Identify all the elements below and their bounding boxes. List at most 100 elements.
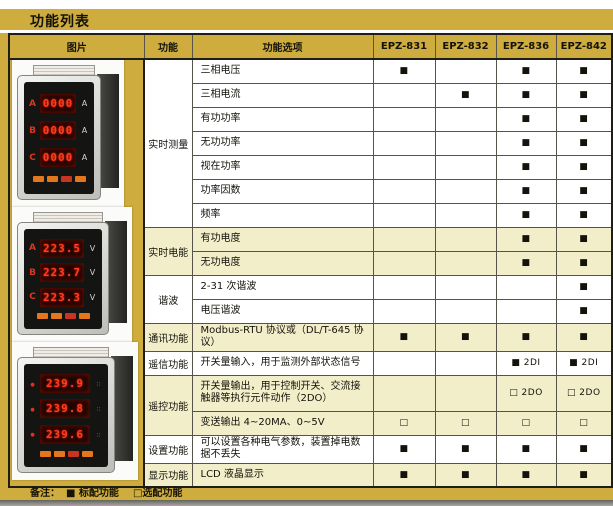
meter-display-row: 239.8 (28, 399, 104, 419)
feature-mark-cell: ■ (555, 130, 613, 156)
unit-label: V (89, 268, 96, 278)
table-row: 实时电能 有功电度 ■ ■ (9, 226, 613, 276)
feature-mark-cell: ■ (555, 434, 613, 464)
feature-mark-cell: ■ (372, 58, 436, 84)
feature-mark-cell: ■ (434, 434, 497, 464)
header-epz-832: EPZ-832 (434, 33, 497, 60)
feature-mark-cell (434, 58, 497, 84)
feature-mark-cell: ■ 2DI (555, 350, 613, 376)
feature-mark-cell: ■ (434, 462, 497, 488)
meter-display: 223.3 (40, 287, 84, 307)
meter-button (32, 176, 44, 182)
function-option-cell: 无功电度 (191, 250, 374, 276)
panel-meter: A 223.5 V B 223.7 V C 223.3 V (17, 212, 127, 335)
footnote: 备注： ■ 标配功能 □选配功能 (30, 484, 182, 499)
page-edge-shadow (0, 500, 613, 506)
meter-photos: A 0000 A B 0000 A C 0000 A A 223.5 V B 223.7 V C 223.3 V 2… (10, 60, 142, 486)
feature-mark-cell: ■ (495, 106, 557, 132)
meter-face: A 223.5 V B 223.7 V C 223.3 V (24, 229, 102, 329)
feature-mark-cell (372, 82, 436, 108)
feature-mark-cell (372, 374, 436, 412)
feature-mark-cell: ■ (495, 58, 557, 84)
top-margin (0, 0, 613, 9)
function-group-cell: 谐波 (143, 274, 193, 324)
phase-label: A (29, 98, 36, 109)
function-group-cell: 显示功能 (143, 462, 193, 488)
meter-photo: A 223.5 V B 223.7 V C 223.3 V (12, 207, 132, 342)
feature-mark-cell: □ (372, 410, 436, 436)
feature-mark-cell: ■ (372, 462, 436, 488)
meter-display-row: C 0000 A (28, 148, 90, 167)
function-option-cell: 变送输出 4~20MA、0~5V (191, 410, 374, 436)
meter-buttons (28, 450, 104, 457)
feature-mark-cell: ■ (555, 226, 613, 252)
feature-mark-cell: ■ (495, 82, 557, 108)
feature-mark-cell: ■ (372, 322, 436, 352)
meter-button (60, 176, 72, 182)
unit-label: A (81, 153, 88, 162)
table-row: 电压谐波 ■ (9, 298, 613, 324)
meter-display-row: 239.6 (28, 424, 104, 444)
feature-mark-cell: ■ (495, 202, 557, 228)
meter-display: 0000 (40, 121, 76, 140)
header-function: 功能 (143, 33, 193, 60)
table-row: 无功电度 ■ ■ (9, 250, 613, 276)
table-row: 谐波 2-31 次谐波 ■ (9, 274, 613, 324)
function-option-cell: 开关量输出，用于控制开关、交流接触器等执行元件动作（2DO） (191, 374, 374, 412)
function-option-cell: 可以设置各种电气参数，装置掉电数据不丢失 (191, 434, 374, 464)
meter-button (50, 313, 62, 320)
function-group-cell: 遥控功能 (143, 374, 193, 436)
feature-mark-cell: ■ (555, 462, 613, 488)
feature-mark-cell: ■ (555, 178, 613, 204)
unit-label: A (81, 126, 88, 135)
phase-label (28, 404, 37, 414)
meter-bezel: 239.9 239.8 239.6 (17, 357, 115, 473)
function-option-cell: LCD 液晶显示 (191, 462, 374, 488)
meter-photo: 239.9 239.8 239.6 (12, 342, 138, 480)
meter-button (78, 313, 90, 320)
feature-mark-cell: ■ (495, 434, 557, 464)
feature-mark-cell: ■ (495, 154, 557, 180)
feature-mark-cell: ■ (434, 322, 497, 352)
feature-mark-cell: □ (495, 410, 557, 436)
table-row: 通讯功能 Modbus-RTU 协议或（DL/T-645 协议） ■ ■ ■ ■ (9, 322, 613, 352)
feature-mark-cell: ■ (555, 58, 613, 84)
function-table: 图片 功能 功能选项 EPZ-831 EPZ-832 EPZ-836 EPZ-8… (8, 33, 613, 488)
feature-mark-cell (434, 106, 497, 132)
footnote-label: 备注： (30, 488, 60, 499)
meter-display-row: A 223.5 V (28, 238, 98, 258)
feature-mark-cell: ■ 2DI (495, 350, 557, 376)
meter-display-row: 239.9 (28, 374, 104, 394)
header-picture: 图片 (8, 33, 145, 60)
feature-mark-cell: □ (434, 410, 497, 436)
feature-mark-cell (372, 154, 436, 180)
function-option-cell: 有功功率 (191, 106, 374, 132)
meter-display: 239.8 (40, 399, 90, 419)
meter-display: 239.9 (40, 374, 90, 394)
feature-mark-cell: ■ (555, 298, 613, 324)
meter-button (39, 450, 51, 457)
feature-mark-cell (372, 350, 436, 376)
table-row: 三相电流 ■ ■ ■ (9, 82, 613, 108)
meter-rear-housing (97, 74, 119, 188)
feature-mark-cell (495, 298, 557, 324)
function-option-cell: 三相电流 (191, 82, 374, 108)
table-row: 无功功率 ■ ■ (9, 130, 613, 156)
feature-mark-cell (434, 130, 497, 156)
feature-mark-cell: ■ (495, 322, 557, 352)
feature-mark-cell (372, 250, 436, 276)
phase-label: B (29, 125, 36, 136)
unit-label (93, 404, 104, 413)
panel-meter: A 0000 A B 0000 A C 0000 A (17, 65, 119, 200)
table-row: 遥控功能 开关量输出，用于控制开关、交流接触器等执行元件动作（2DO） □ 2DO □… (9, 374, 613, 436)
feature-mark-cell: ■ (495, 462, 557, 488)
function-option-cell: 功率因数 (191, 178, 374, 204)
meter-display-row: C 223.3 V (28, 287, 98, 307)
function-option-cell: 电压谐波 (191, 298, 374, 324)
table-row: A 0000 A B 0000 A C 0000 A A 223.5 V B 223.7 V C 223.3 V 2… (8, 58, 613, 488)
unit-label: V (89, 243, 96, 253)
header-epz-842: EPZ-842 (555, 33, 613, 60)
table-row: 频率 ■ ■ (9, 202, 613, 228)
meter-buttons (28, 312, 98, 320)
